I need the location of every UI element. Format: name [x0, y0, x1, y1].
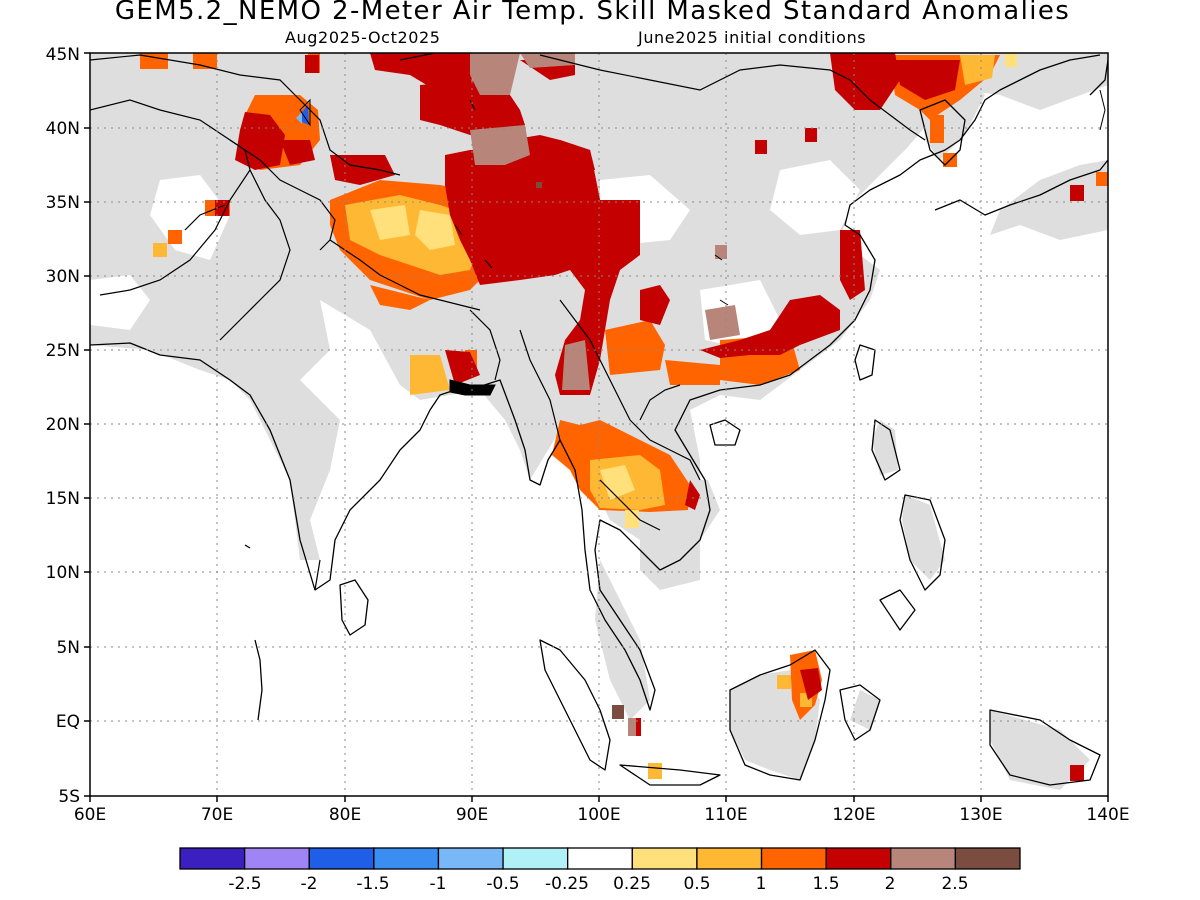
colorbar-label: 2.5 [941, 874, 968, 894]
colorbar-label: -0.25 [545, 874, 589, 894]
grid-lines [90, 53, 1108, 796]
colorbar-labels: -2.5 -2 -1.5 -1 -0.5 -0.25 0.25 0.5 1 1.… [228, 874, 968, 894]
lat-label: 20N [46, 415, 80, 435]
lat-label: 35N [46, 193, 80, 213]
colorbar-swatch [308, 847, 375, 870]
lat-label: 15N [46, 489, 80, 509]
coastlines [90, 54, 1108, 786]
colorbar-swatch [567, 847, 633, 870]
initial-conditions: June2025 initial conditions [638, 28, 867, 47]
colorbar-label: 2 [885, 874, 896, 894]
lat-label: 25N [46, 341, 80, 361]
colorbar-label: 0.5 [683, 874, 710, 894]
colorbar-swatch [502, 847, 569, 870]
colorbar-swatch [825, 847, 892, 870]
colorbar-swatch [243, 847, 310, 870]
anomaly-above-2.5 [536, 182, 624, 719]
colorbar-swatch [954, 847, 1021, 870]
colorbar-swatch [760, 847, 827, 870]
colorbar-swatch [696, 847, 763, 870]
lat-label: 40N [46, 119, 80, 139]
colorbar-label: 0.25 [613, 874, 651, 894]
colorbar-label: -0.5 [486, 874, 519, 894]
lakes-and-rivers [299, 89, 1106, 396]
lon-label: 60E [74, 805, 106, 825]
colorbar-label: -1 [430, 874, 447, 894]
lon-label: 130E [959, 805, 1002, 825]
lon-label: 70E [201, 805, 233, 825]
lat-label: 10N [46, 563, 80, 583]
longitude-labels: 60E 70E 80E 90E 100E 110E 120E 130E 140E [74, 805, 1130, 825]
anomaly-2-to-2.5 [470, 53, 740, 736]
lat-label: 5S [58, 787, 80, 807]
colorbar-swatch [890, 847, 957, 870]
colorbar-swatch [437, 847, 504, 870]
colorbar-label: -1.5 [356, 874, 389, 894]
lat-label: EQ [56, 712, 80, 732]
forecast-period: Aug2025-Oct2025 [285, 28, 441, 47]
axis-ticks [84, 52, 1109, 802]
anomaly-0.25-to-0.5 [370, 53, 1017, 528]
map-title: GEM5.2_NEMO 2-Meter Air Temp. Skill Mask… [114, 0, 1071, 26]
anomaly-1.5-to-2 [215, 53, 1084, 781]
colorbar-swatch [179, 847, 246, 870]
lon-label: 100E [577, 805, 620, 825]
colorbar-swatch [373, 847, 440, 870]
colorbar [179, 847, 1021, 870]
lon-label: 80E [329, 805, 361, 825]
lat-label: 30N [46, 267, 80, 287]
lat-label: 45N [46, 45, 80, 65]
lon-label: 110E [704, 805, 747, 825]
latitude-labels: 45N 40N 35N 30N 25N 20N 15N 10N 5N EQ 5S [46, 45, 80, 807]
country-borders [90, 53, 926, 591]
colorbar-label: -2 [301, 874, 318, 894]
colorbar-label: 1.5 [812, 874, 839, 894]
map-area [90, 53, 1108, 796]
lon-label: 140E [1086, 805, 1129, 825]
lat-label: 5N [56, 638, 80, 658]
colorbar-label: -2.5 [228, 874, 261, 894]
colorbar-label: 1 [756, 874, 767, 894]
lon-label: 90E [456, 805, 488, 825]
lon-label: 120E [832, 805, 875, 825]
colorbar-swatch [631, 847, 698, 870]
